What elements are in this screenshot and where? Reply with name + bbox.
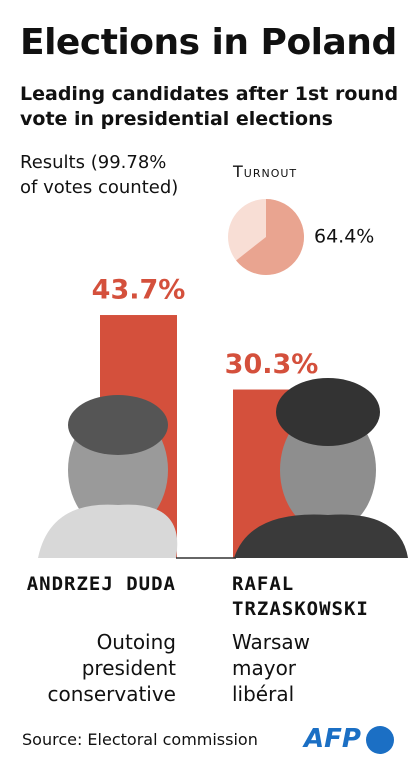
subtitle: Leading candidates after 1st round vote … [20,83,399,130]
photo-duda-body [38,504,178,558]
results-note: Results (99.78% of votes counted) [20,152,179,198]
photo-duda-hair [68,395,168,455]
candidate-name: Rafal Trzaskowski [232,573,369,620]
afp-logo [366,726,394,754]
candidate-description: Warsaw mayor libéral [232,630,311,706]
logo-text: AFP [304,724,361,754]
value-label: 30.3% [225,349,319,380]
title: Elections in Poland [20,22,397,63]
source: Source: Electoral commission [22,730,258,749]
pie-label: 64.4% [314,226,374,248]
value-label: 43.7% [92,275,186,306]
photo-trzaskowski-hair [276,378,380,446]
candidate-name: Andrzej Duda [26,573,176,595]
candidate-description: Outoing president conservative [47,630,177,706]
afp-dot [366,726,394,754]
photos [38,378,408,558]
pie-slice [236,199,304,275]
photo-trzaskowski-body [234,514,408,558]
turnout-title: Turnout [233,162,298,181]
